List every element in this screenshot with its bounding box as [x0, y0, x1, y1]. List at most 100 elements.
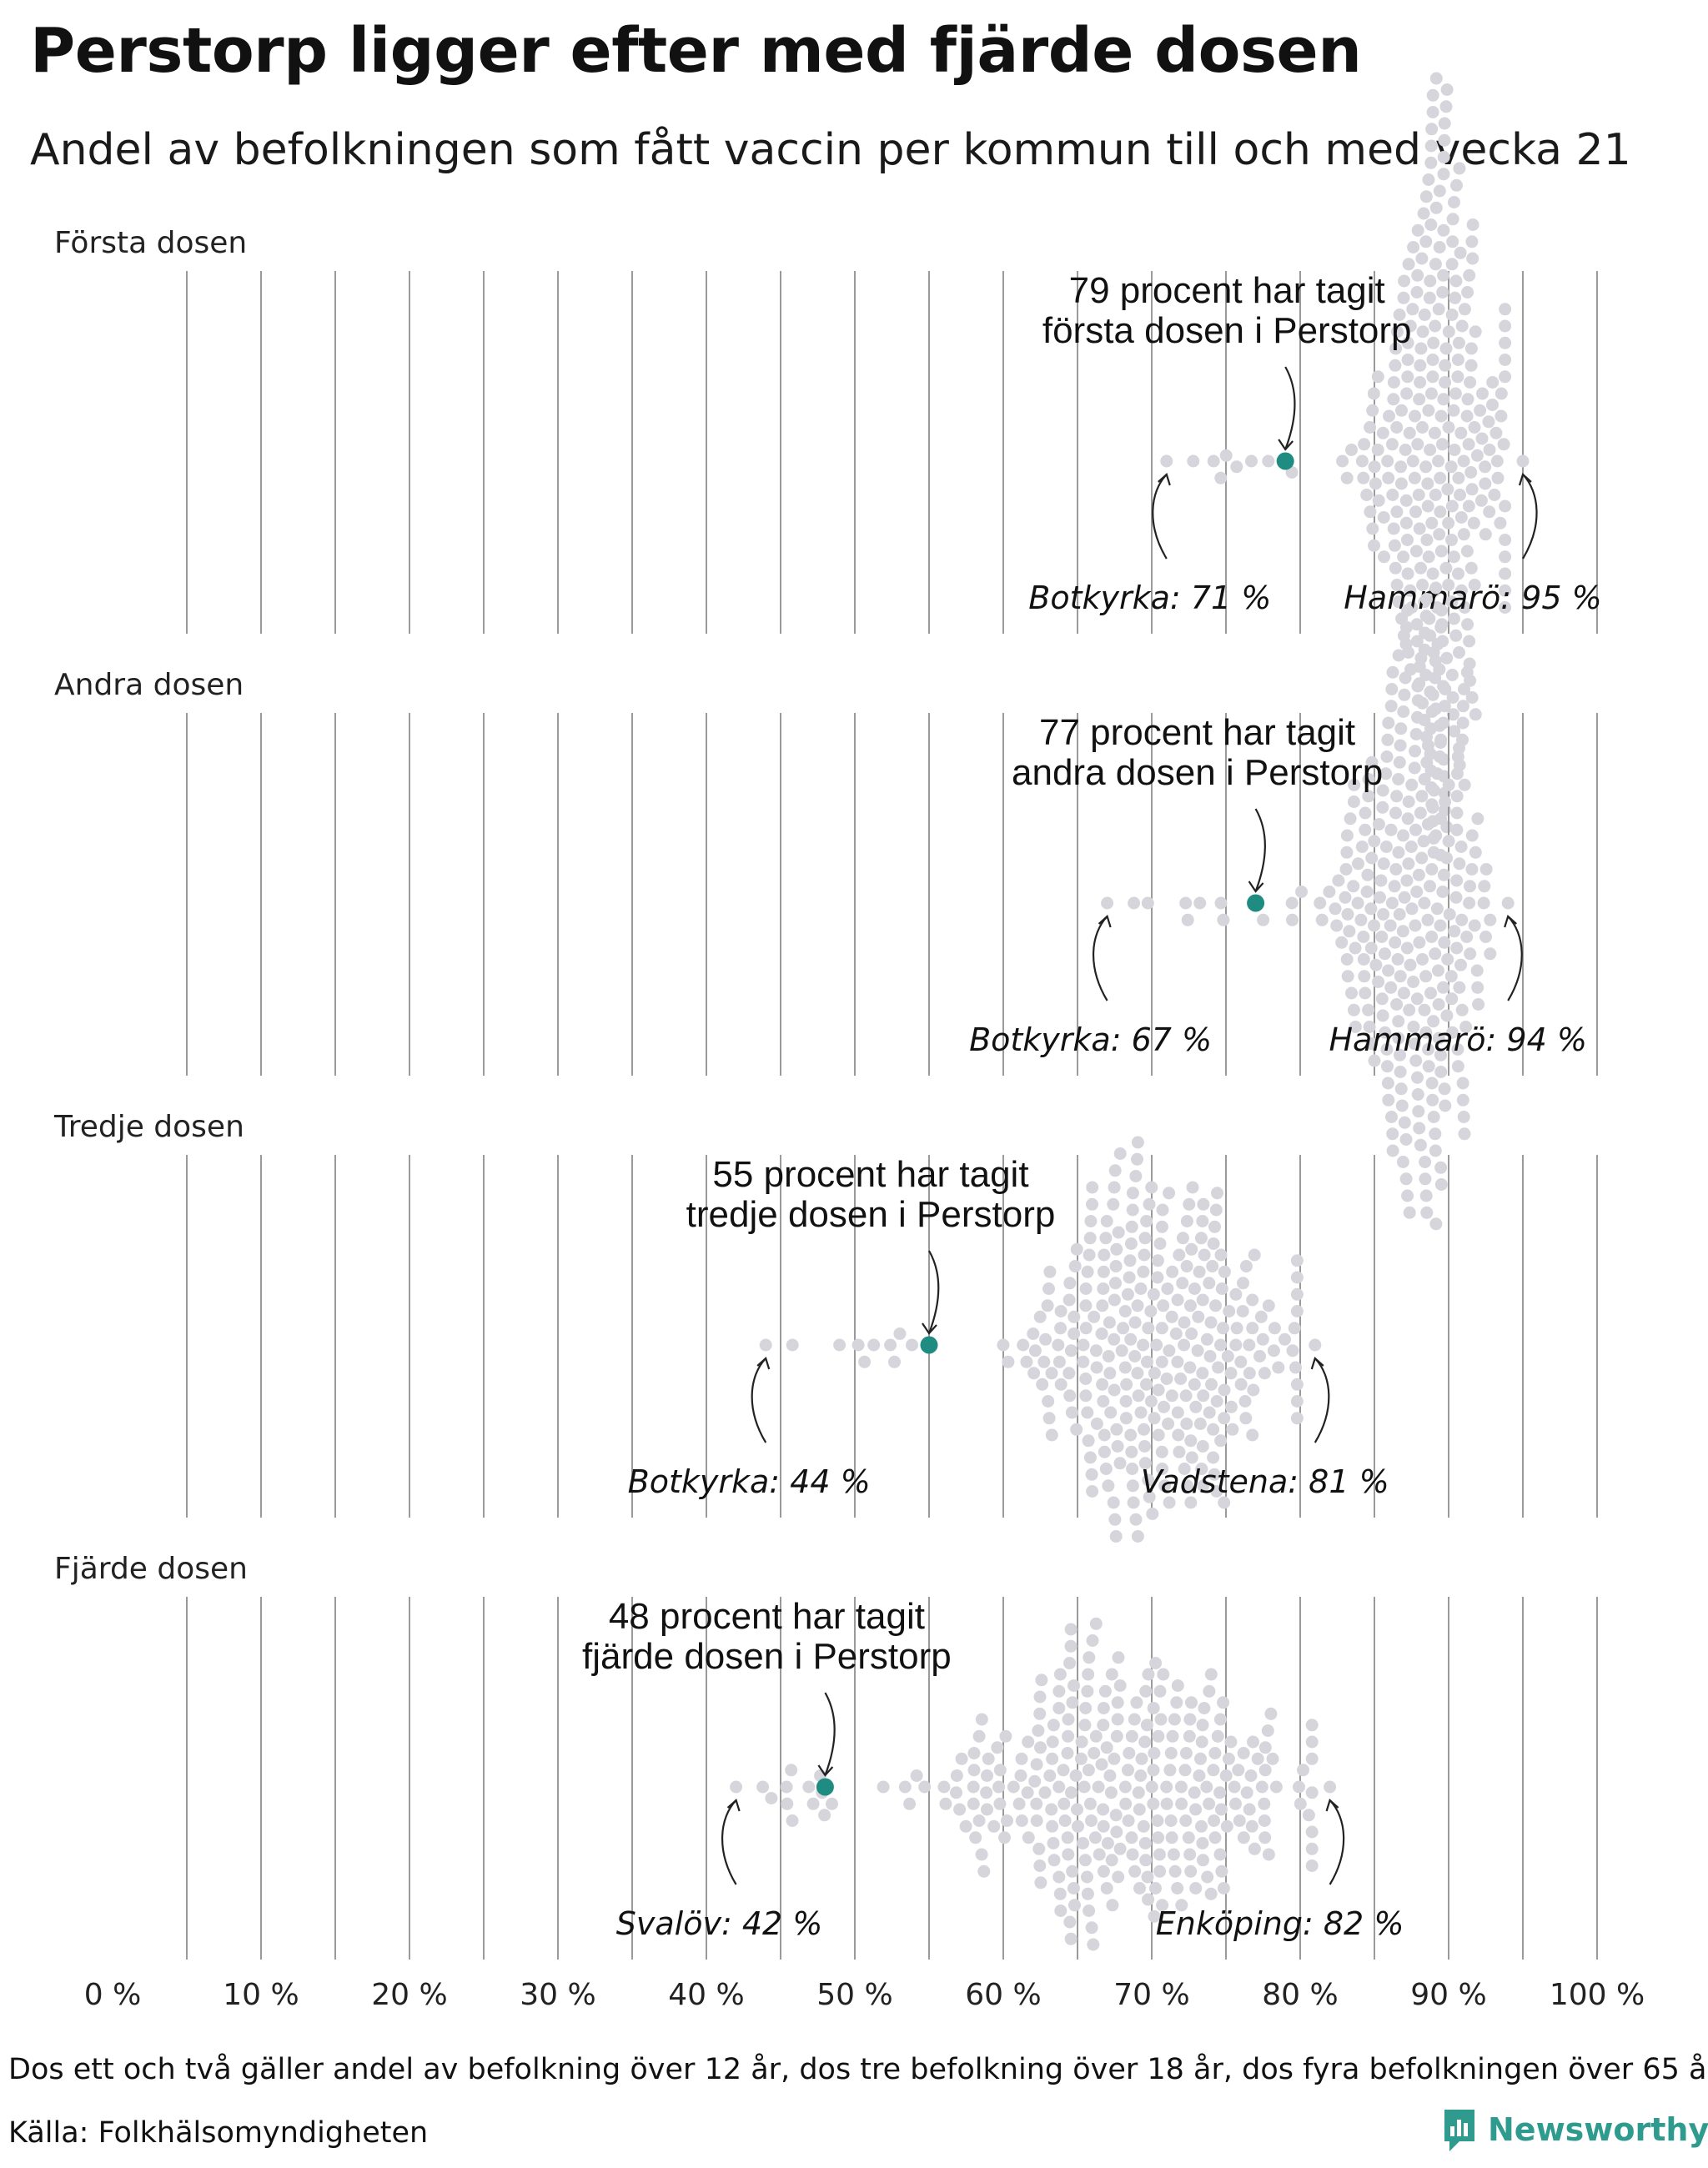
- municipality-dot: [1149, 1657, 1163, 1669]
- municipality-dot: [1447, 708, 1459, 721]
- municipality-dot: [1052, 1338, 1065, 1352]
- municipality-dot: [1097, 1864, 1110, 1878]
- municipality-dot: [1097, 1702, 1110, 1714]
- municipality-dot: [1394, 1048, 1406, 1061]
- municipality-dot: [1113, 1679, 1127, 1692]
- municipality-dot: [1424, 139, 1438, 153]
- municipality-dot: [1134, 1282, 1148, 1295]
- municipality-dot: [1295, 886, 1308, 898]
- municipality-dot: [1185, 1242, 1198, 1256]
- municipality-dot: [1097, 1819, 1110, 1833]
- municipality-dot: [1108, 1383, 1121, 1397]
- municipality-dot: [1440, 851, 1454, 865]
- municipality-dot: [1386, 489, 1399, 501]
- municipality-dot: [981, 1803, 993, 1816]
- municipality-dot: [1133, 1803, 1146, 1816]
- municipality-dot: [1445, 309, 1459, 321]
- municipality-dot: [1057, 1797, 1071, 1810]
- municipality-dot: [1409, 745, 1422, 758]
- perstorp-dot: [1276, 452, 1294, 470]
- municipality-dot: [1372, 976, 1385, 988]
- municipality-dot: [1162, 1418, 1175, 1430]
- municipality-dot: [1188, 1378, 1201, 1391]
- municipality-dot: [1258, 1764, 1272, 1777]
- municipality-dot: [1425, 705, 1439, 718]
- municipality-dot: [1442, 778, 1455, 791]
- municipality-dot: [1479, 460, 1492, 474]
- municipality-dot: [1183, 1713, 1197, 1726]
- municipality-dot: [1219, 1769, 1233, 1782]
- annotation-arrow: [927, 1250, 940, 1334]
- x-tick-label: 50 %: [816, 1978, 892, 2012]
- municipality-dot: [1128, 1350, 1142, 1363]
- municipality-dot: [1479, 863, 1493, 876]
- min-label: Botkyrka: 67 %: [969, 1021, 1212, 1058]
- municipality-dot: [1081, 1887, 1094, 1900]
- municipality-dot: [1063, 1277, 1077, 1290]
- municipality-dot: [1421, 477, 1434, 490]
- municipality-dot: [1155, 1322, 1168, 1335]
- municipality-dot: [1214, 1803, 1228, 1816]
- municipality-dot: [1387, 376, 1400, 389]
- municipality-dot: [1359, 806, 1372, 820]
- municipality-dot: [1428, 784, 1441, 797]
- municipality-dot: [1256, 1332, 1269, 1346]
- municipality-dot: [1187, 454, 1200, 468]
- municipality-dot: [1103, 1316, 1116, 1329]
- municipality-dot: [1305, 1859, 1319, 1872]
- max-arrow: [1507, 916, 1523, 1001]
- municipality-dot: [1086, 1485, 1099, 1498]
- municipality-dot: [1449, 274, 1463, 288]
- municipality-dot: [898, 1780, 912, 1794]
- municipality-dot: [1118, 1361, 1132, 1374]
- municipality-dot: [1412, 1105, 1425, 1118]
- municipality-dot: [1465, 863, 1479, 876]
- municipality-dot: [786, 1338, 799, 1352]
- municipality-dot: [1178, 1316, 1191, 1329]
- annotation-arrowhead: [922, 1322, 937, 1335]
- municipality-dot: [1418, 309, 1431, 321]
- municipality-dot: [1140, 1378, 1153, 1391]
- annotation-line-2: tredje dosen i Perstorp: [686, 1194, 1056, 1235]
- municipality-dot: [1451, 354, 1464, 366]
- municipality-dot: [1194, 1752, 1207, 1765]
- municipality-dot: [1362, 1003, 1375, 1016]
- municipality-dot: [1156, 1899, 1169, 1912]
- x-tick-label: 20 %: [371, 1978, 447, 2012]
- municipality-dot: [1052, 1355, 1066, 1368]
- municipality-dot: [1409, 728, 1423, 740]
- municipality-dot: [1390, 325, 1404, 339]
- municipality-dot: [1437, 168, 1450, 181]
- municipality-dot: [1229, 1797, 1242, 1810]
- municipality-dot: [987, 1819, 1001, 1833]
- municipality-dot: [1180, 1260, 1193, 1272]
- municipality-dot: [1378, 550, 1390, 564]
- municipality-dot: [1445, 595, 1459, 609]
- municipality-dot: [1062, 1729, 1075, 1743]
- municipality-dot: [1054, 1305, 1068, 1317]
- municipality-dot: [1047, 1719, 1060, 1732]
- municipality-dot: [1258, 1367, 1271, 1380]
- municipality-dot: [1124, 1332, 1138, 1346]
- municipality-dot: [1143, 1490, 1156, 1503]
- municipality-dot: [1479, 528, 1492, 541]
- municipality-dot: [1432, 454, 1445, 468]
- municipality-dot: [1358, 970, 1371, 983]
- municipality-dot: [1454, 841, 1468, 853]
- municipality-dot: [1233, 1814, 1246, 1827]
- municipality-dot: [1193, 1265, 1206, 1278]
- municipality-dot: [1257, 913, 1270, 926]
- municipality-dot: [1196, 1440, 1209, 1453]
- municipality-dot: [1424, 274, 1437, 288]
- municipality-dot: [1404, 319, 1417, 333]
- municipality-dot: [1210, 1395, 1223, 1408]
- municipality-dot: [1053, 1887, 1067, 1900]
- municipality-dot: [1033, 1690, 1047, 1704]
- municipality-dot: [1420, 755, 1434, 769]
- municipality-dot: [1426, 106, 1439, 118]
- municipality-dot: [1442, 325, 1455, 339]
- municipality-dot: [1411, 223, 1424, 237]
- municipality-dot: [1083, 1651, 1096, 1664]
- municipality-dot: [1034, 1876, 1047, 1889]
